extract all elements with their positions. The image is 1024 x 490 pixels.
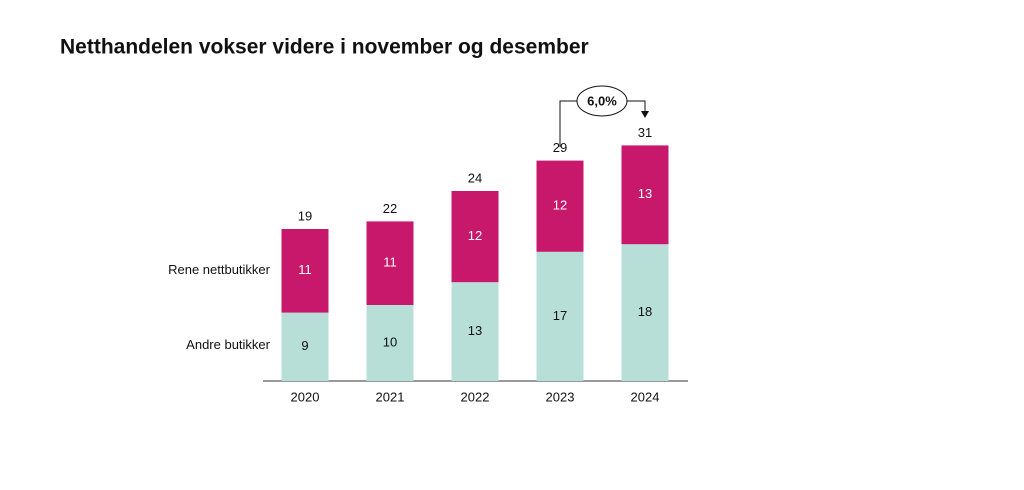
total-label: 24 — [468, 170, 482, 185]
value-label: 12 — [468, 228, 482, 243]
arrow-head — [641, 111, 649, 118]
x-tick-label: 2023 — [546, 389, 575, 404]
bar-segment — [621, 145, 669, 245]
bar-segment — [536, 251, 584, 381]
bar-segment — [621, 244, 669, 381]
total-label: 22 — [383, 201, 397, 216]
bar-segment — [366, 305, 414, 381]
bar-segment — [451, 191, 499, 283]
chart-title: Netthandelen vokser videre i november og… — [60, 36, 589, 59]
x-tick-label: 2020 — [291, 389, 320, 404]
bar-segment — [281, 229, 329, 313]
bar-segment — [451, 282, 499, 381]
x-tick-label: 2021 — [376, 389, 405, 404]
value-label: 10 — [383, 334, 397, 349]
value-label: 18 — [638, 304, 652, 319]
value-label: 9 — [301, 338, 308, 353]
value-label: 13 — [638, 186, 652, 201]
annotation-ellipse — [576, 85, 628, 117]
value-label: 11 — [383, 255, 397, 270]
value-label: 11 — [298, 262, 312, 277]
bar-segment — [281, 312, 329, 381]
annotation: 6,0% — [587, 93, 617, 108]
value-label: 17 — [553, 308, 567, 323]
total-label: 19 — [298, 208, 312, 223]
total-label: 29 — [553, 140, 567, 155]
total-label: 31 — [638, 125, 652, 140]
bar-segment — [366, 221, 414, 305]
value-label: 12 — [553, 198, 567, 213]
value-label: 13 — [468, 323, 482, 338]
legend-label: Rene nettbutikker — [168, 262, 271, 277]
x-tick-label: 2024 — [631, 389, 660, 404]
bar-segment — [536, 160, 584, 252]
legend-label: Andre butikker — [186, 337, 270, 352]
x-tick-label: 2022 — [461, 389, 490, 404]
